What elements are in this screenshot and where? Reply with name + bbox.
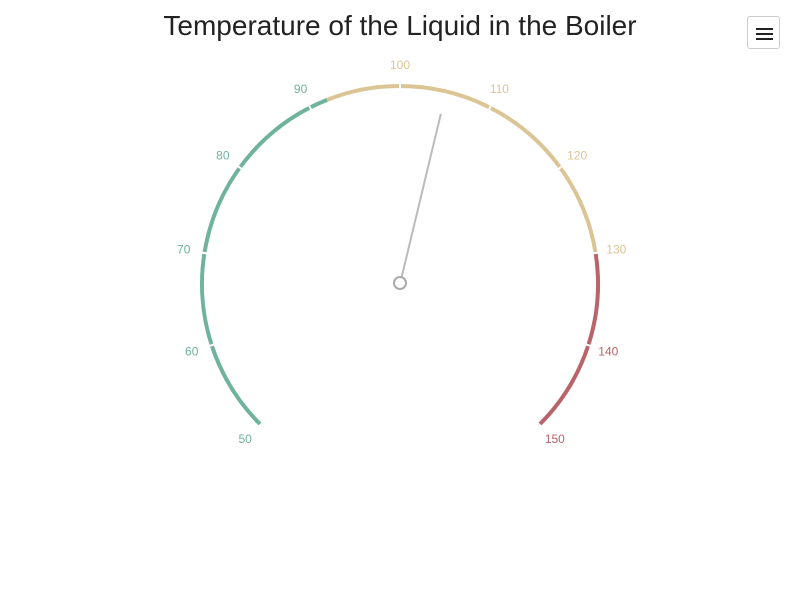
gauge-tick-130: [591, 251, 600, 255]
gauge-needle-group: [393, 113, 442, 290]
gauge-tick-labels: 50 60 70 80 90 100 110 120 130 140 150: [177, 58, 627, 446]
gauge-band-2: [538, 252, 600, 426]
gauge-tick-140: [584, 342, 593, 348]
gauge-tick-label: 90: [294, 82, 308, 96]
gauge-tick-label: 100: [390, 58, 410, 72]
gauge-tick-label: 80: [216, 148, 230, 162]
gauge-tick-label: 110: [490, 82, 509, 96]
gauge-tick-110: [487, 103, 493, 112]
gauge-band-0: [200, 98, 328, 426]
chart-title: Temperature of the Liquid in the Boiler: [163, 10, 637, 41]
gauge-tick-label: 130: [606, 243, 626, 257]
gauge-needle-pivot: [393, 276, 407, 290]
gauge-tick-label: 150: [545, 432, 565, 446]
gauge-tick-60: [207, 342, 216, 348]
gauge-bands: [200, 84, 600, 426]
hamburger-menu-icon-bar: [756, 38, 773, 40]
gauge-tick-80: [235, 164, 244, 171]
hamburger-menu-icon: [756, 28, 773, 30]
gauge-tick-label: 60: [185, 345, 199, 359]
gauge-needle: [399, 113, 442, 285]
gauge-tick-120: [556, 164, 565, 171]
gauge-tick-label: 140: [598, 345, 618, 359]
gauge-ticks: [200, 82, 600, 348]
gauge-tick-label: 50: [238, 432, 252, 446]
hamburger-menu-icon-bar: [756, 33, 773, 35]
gauge-band-1: [326, 84, 598, 254]
gauge-tick-label: 70: [177, 243, 191, 257]
gauge-tick-label: 120: [567, 148, 587, 162]
gauge-tick-70: [200, 251, 209, 255]
gauge-tick-90: [307, 103, 313, 112]
chart-menu-button[interactable]: [747, 16, 780, 49]
